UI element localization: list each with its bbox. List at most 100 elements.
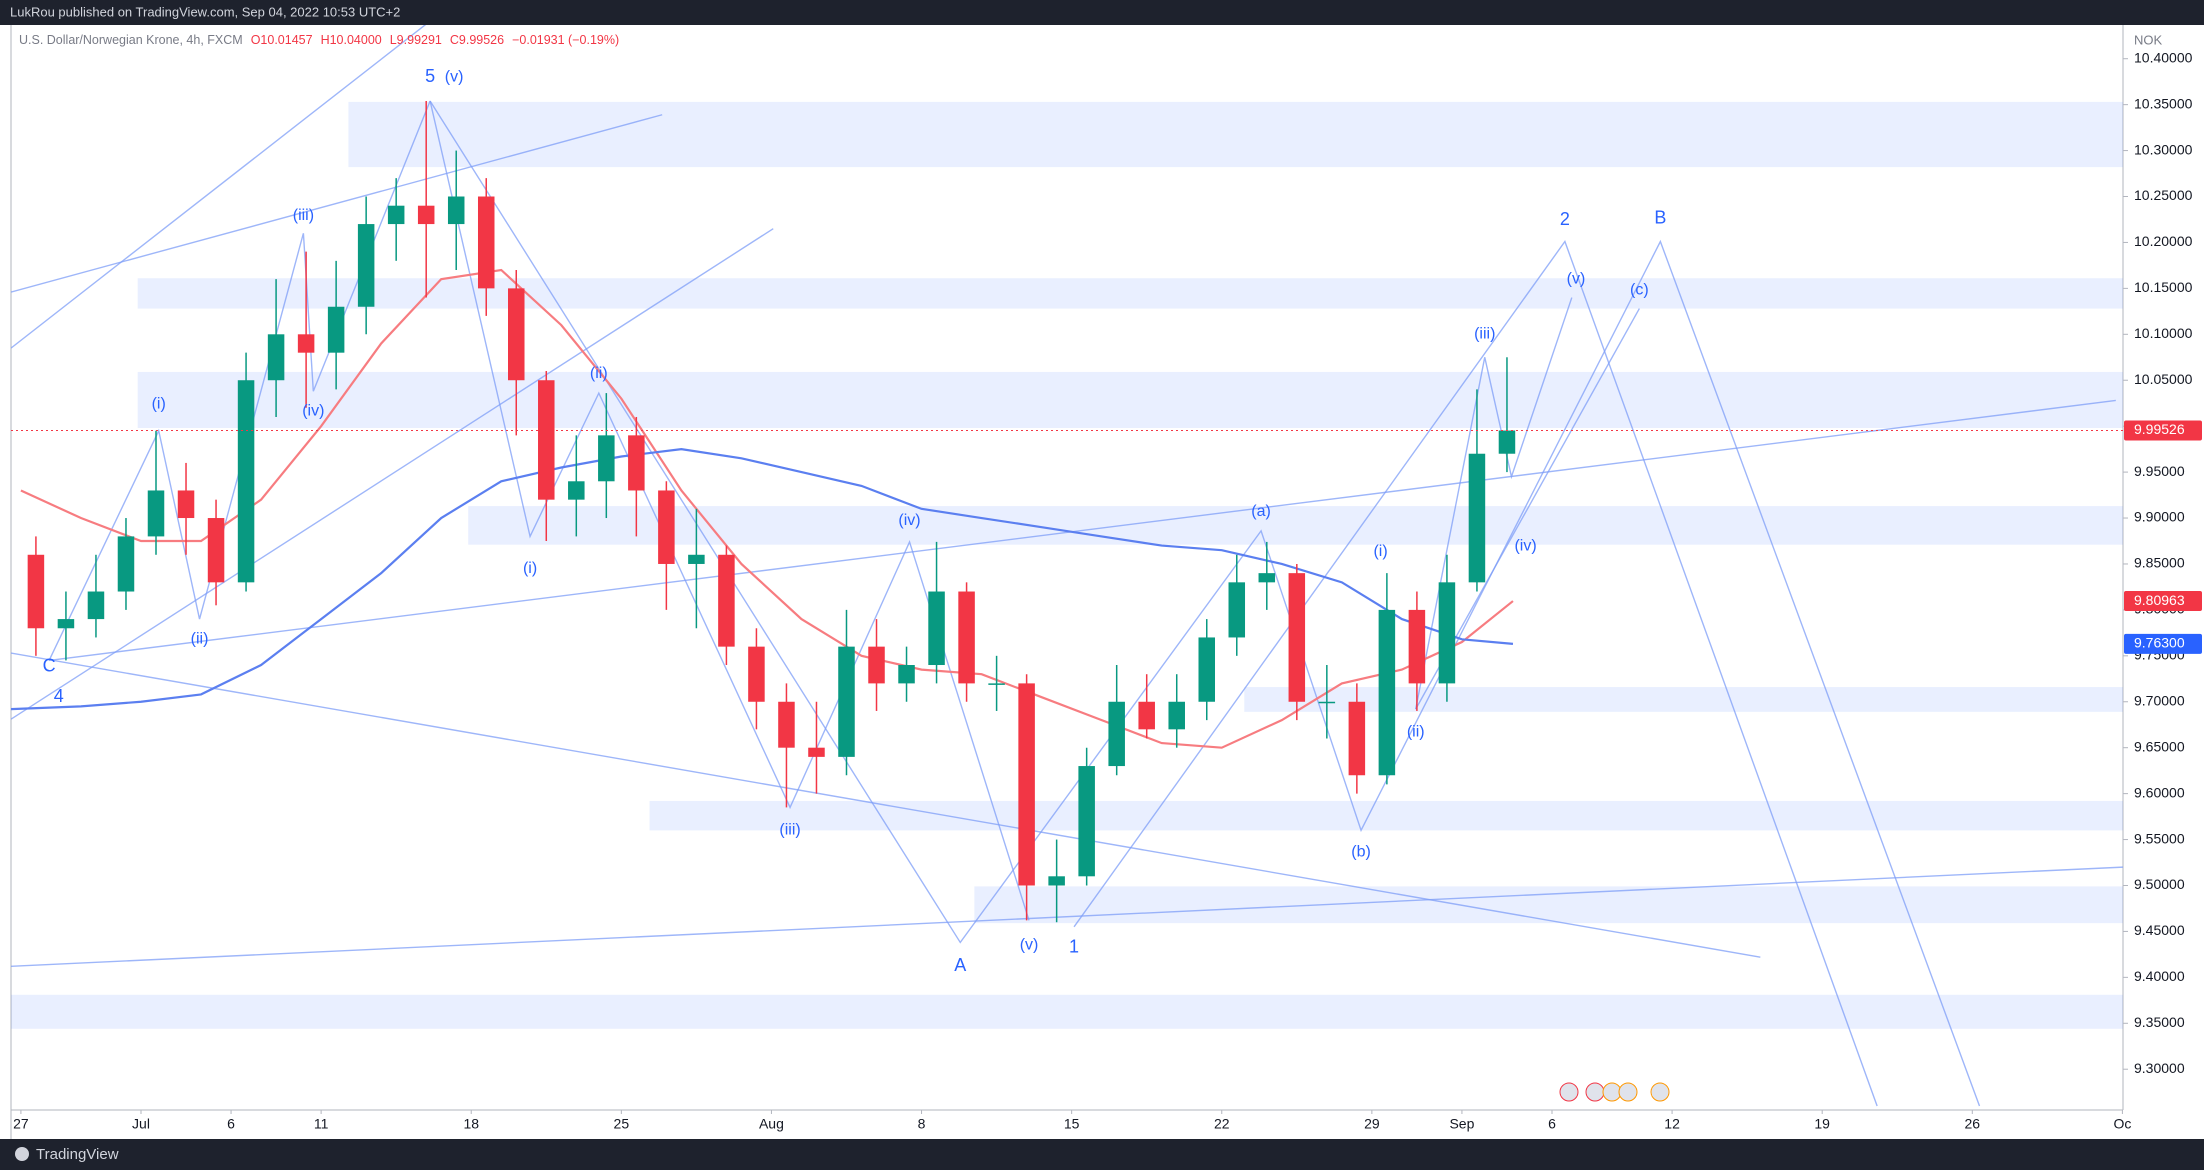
logo bbox=[15, 1147, 29, 1161]
candle-body bbox=[538, 380, 555, 500]
wave-label: (iv) bbox=[898, 512, 920, 529]
candle-body bbox=[1318, 701, 1336, 704]
wave-label: (iv) bbox=[1514, 538, 1536, 555]
x-tick-label: 22 bbox=[1214, 1116, 1230, 1132]
wave-label: (c) bbox=[1630, 281, 1649, 298]
wave-label: 5 bbox=[425, 66, 435, 86]
bottom-bar bbox=[0, 1139, 2204, 1170]
candle-body bbox=[1018, 683, 1035, 886]
candle-body bbox=[1228, 582, 1246, 638]
ohlc-value: C9.99526 bbox=[450, 33, 504, 47]
candle-body bbox=[237, 380, 255, 583]
x-tick-label: 8 bbox=[918, 1116, 926, 1132]
event-icons bbox=[1559, 1082, 1670, 1102]
x-tick-label: 6 bbox=[227, 1116, 235, 1132]
candle-body bbox=[27, 554, 45, 629]
wave-label: 1 bbox=[1069, 937, 1079, 957]
candle-body bbox=[87, 591, 105, 620]
zone bbox=[974, 886, 2123, 924]
event-icon[interactable] bbox=[1650, 1082, 1670, 1102]
y-tick-label: 9.65000 bbox=[2134, 738, 2185, 754]
trend-line bbox=[11, 866, 2123, 968]
wave-label: (ii) bbox=[590, 365, 608, 382]
wave-label: (iii) bbox=[1474, 326, 1495, 343]
x-tick-label: 29 bbox=[1364, 1116, 1380, 1132]
price-tag bbox=[2124, 633, 2202, 654]
y-tick-label: 9.35000 bbox=[2134, 1014, 2185, 1030]
event-icon[interactable] bbox=[1585, 1082, 1605, 1102]
y-tick-label: 10.05000 bbox=[2134, 371, 2193, 387]
zone bbox=[649, 800, 2123, 831]
event-icon[interactable] bbox=[1602, 1082, 1622, 1102]
trend-line bbox=[1415, 297, 1573, 710]
y-tick-label: 10.30000 bbox=[2134, 141, 2193, 157]
candle-body bbox=[838, 646, 855, 757]
y-tick-label: 10.35000 bbox=[2134, 95, 2193, 111]
x-tick-label: 18 bbox=[463, 1116, 479, 1132]
trend-line bbox=[49, 399, 2116, 662]
candle-body bbox=[1168, 701, 1185, 730]
event-icon[interactable] bbox=[1618, 1082, 1638, 1102]
ohlc-value: O10.01457 bbox=[251, 33, 313, 47]
trend-line bbox=[11, 114, 663, 293]
x-tick-label: 27 bbox=[13, 1116, 29, 1132]
y-tick-label: 9.30000 bbox=[2134, 1060, 2185, 1076]
candle-body bbox=[327, 306, 345, 353]
y-tick-label: 10.25000 bbox=[2134, 187, 2193, 203]
candle-body bbox=[958, 591, 975, 684]
candle-body bbox=[177, 490, 195, 519]
candle-body bbox=[1198, 637, 1216, 702]
y-tick-label: 9.95000 bbox=[2134, 463, 2185, 479]
candle-body bbox=[1258, 573, 1276, 583]
event-icon[interactable] bbox=[1559, 1082, 1579, 1102]
candle-body bbox=[267, 334, 285, 381]
moving-average bbox=[20, 268, 1514, 749]
candle-body bbox=[778, 701, 795, 748]
wave-label: (i) bbox=[152, 395, 166, 412]
candle-body bbox=[1078, 766, 1095, 877]
currency: NOK bbox=[2134, 32, 2163, 47]
candle-body bbox=[117, 536, 135, 592]
wave-label: (ii) bbox=[191, 631, 209, 648]
candle-body bbox=[1498, 430, 1516, 454]
wave-label: (v) bbox=[445, 68, 464, 85]
candle-body bbox=[207, 518, 225, 583]
y-tick-label: 9.70000 bbox=[2134, 692, 2185, 708]
candle-body bbox=[658, 490, 675, 564]
zone bbox=[137, 371, 2123, 429]
publisher: LukRou published on TradingView.com, Sep… bbox=[10, 4, 400, 19]
trend-line bbox=[11, 228, 774, 720]
wave-label: (iii) bbox=[293, 207, 314, 224]
y-tick-label: 10.20000 bbox=[2134, 233, 2193, 249]
candle-body bbox=[1288, 573, 1306, 702]
candle-body bbox=[928, 591, 945, 666]
candle-body bbox=[387, 205, 405, 225]
candle-body bbox=[447, 196, 465, 225]
x-tick-label: 26 bbox=[1965, 1116, 1981, 1132]
candle-body bbox=[868, 646, 885, 684]
candle-body bbox=[898, 665, 915, 684]
ohlc-value: −0.01931 (−0.19%) bbox=[512, 33, 619, 47]
top-bar bbox=[0, 0, 2204, 25]
candle-body bbox=[568, 481, 585, 500]
x-tick-label: Aug bbox=[759, 1116, 784, 1132]
x-tick-label: 6 bbox=[1548, 1116, 1556, 1132]
y-tick-label: 9.90000 bbox=[2134, 509, 2185, 525]
candle-body bbox=[1378, 609, 1396, 776]
y-tick-label: 9.60000 bbox=[2134, 784, 2185, 800]
y-tick-label: 10.15000 bbox=[2134, 279, 2193, 295]
wave-label: (ii) bbox=[1407, 723, 1425, 740]
symbol: U.S. Dollar/Norwegian Krone, 4h, FXCM bbox=[19, 33, 243, 47]
trend-line bbox=[11, 652, 1761, 958]
wave-label: (i) bbox=[523, 560, 537, 577]
ohlc-value: L9.99291 bbox=[390, 33, 442, 47]
candle-body bbox=[598, 435, 615, 482]
candle-body bbox=[477, 196, 495, 289]
candle-body bbox=[628, 435, 645, 491]
wave-label: 4 bbox=[54, 686, 64, 706]
x-tick-label: Jul bbox=[132, 1116, 150, 1132]
zone bbox=[1244, 687, 2123, 712]
x-tick-label: Sep bbox=[1449, 1116, 1474, 1132]
